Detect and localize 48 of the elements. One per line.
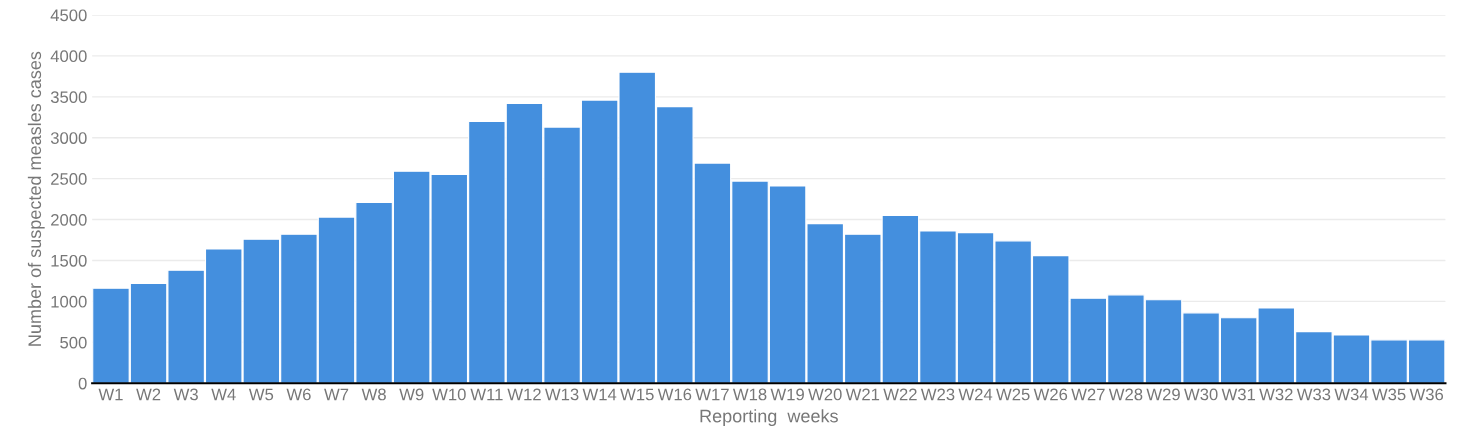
x-tick-label: W17 [695,388,729,401]
x-tick-label: W32 [1259,388,1293,401]
y-tick-label: 4000 [50,50,87,63]
x-tick-label: W29 [1146,388,1180,401]
y-tick-label: 2000 [51,213,87,226]
x-tick-label: W3 [173,388,198,401]
x-tick-label: W19 [770,388,804,401]
x-tick-label: W10 [432,388,466,401]
x-tick-label: W28 [1108,388,1143,401]
y-tick-label: 1500 [51,254,87,267]
x-tick-label: W9 [399,388,424,401]
x-axis-title: Reporting weeks [700,409,838,427]
y-tick-label: 0 [78,377,87,390]
x-tick-label: W34 [1334,388,1369,401]
x-tick-label: W26 [1033,388,1068,401]
y-axis-title: Number of suspected measles cases [27,51,45,346]
x-tick-label: W22 [883,388,917,401]
y-tick-label: 2500 [51,173,87,185]
x-tick-label: W11 [470,388,503,401]
x-tick-label: W5 [248,388,274,401]
x-tick-label: W8 [361,388,386,401]
x-tick-label: W16 [657,388,692,401]
x-tick-label: W25 [996,388,1030,401]
x-tick-label: W18 [732,388,767,401]
x-tick-label: W36 [1409,388,1444,401]
x-tick-label: W30 [1184,388,1218,401]
x-tick-label: W4 [211,388,236,401]
x-tick-label: W7 [324,388,349,401]
x-tick-label: W31 [1221,388,1256,401]
y-tick-label: 500 [60,336,87,349]
x-tick-label: W20 [808,388,842,401]
x-tick-label: W6 [286,388,311,401]
y-tick-label: 3500 [50,91,87,104]
x-tick-label: W24 [958,388,993,401]
x-tick-label: W35 [1372,388,1406,401]
x-tick-label: W33 [1296,388,1331,401]
x-tick-label: W12 [507,388,541,401]
x-tick-label: W2 [136,388,161,401]
x-tick-label: W23 [920,388,955,401]
x-tick-label: W14 [582,388,617,401]
x-tick-label: W21 [845,388,880,401]
y-tick-label: 3000 [50,132,87,144]
y-tick-label: 4500 [50,9,87,22]
x-tick-label: W1 [98,388,123,401]
y-tick-label: 1000 [51,295,87,308]
x-tick-label: W15 [620,388,654,401]
x-tick-label: W13 [544,388,579,401]
x-tick-label: W27 [1071,388,1105,401]
